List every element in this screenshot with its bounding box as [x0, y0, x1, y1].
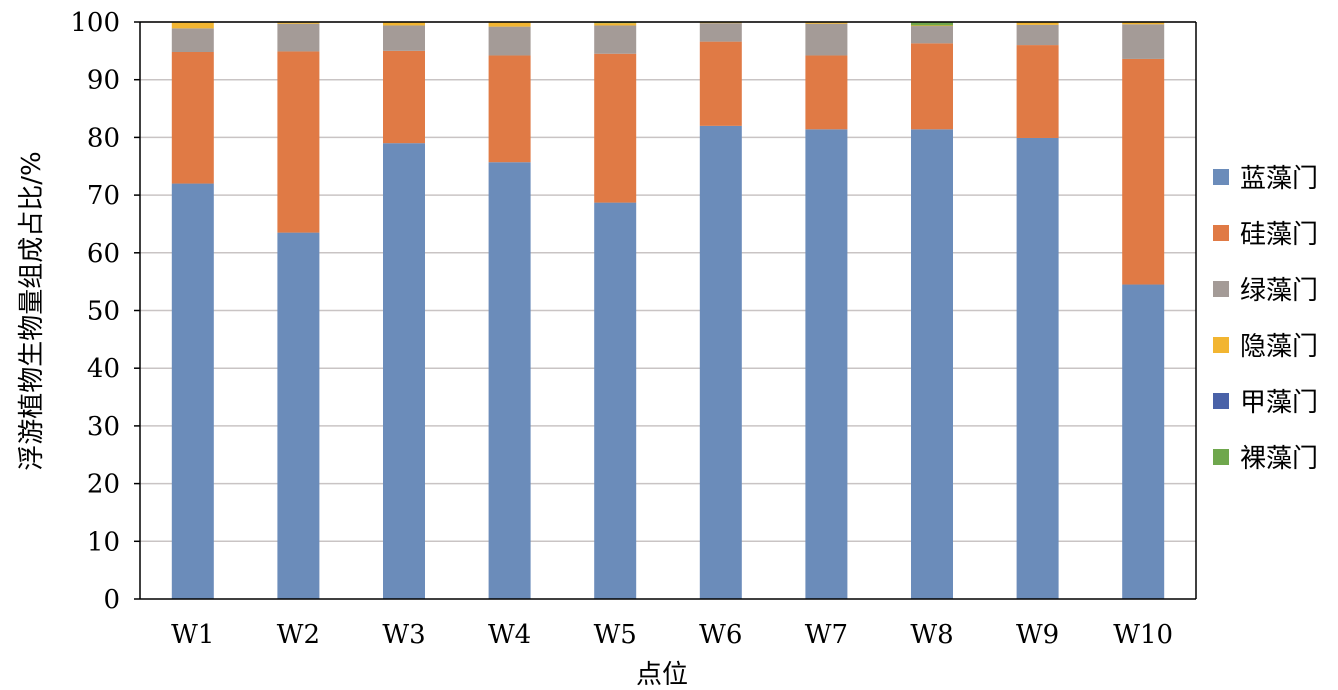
bar-segment: [699, 22, 742, 24]
bar-segment: [488, 162, 531, 599]
bar-segment: [699, 41, 742, 126]
bar-segment: [277, 51, 320, 233]
y-tick-label: 50: [87, 297, 120, 327]
bar-segment: [277, 23, 320, 52]
bar-segment: [911, 26, 953, 44]
x-tick-label: W9: [1016, 620, 1059, 650]
bar-segment: [171, 52, 214, 184]
bar-segment: [488, 55, 531, 163]
bar-segment: [911, 22, 953, 26]
bar-segment: [805, 23, 848, 56]
x-tick-label: W5: [594, 620, 637, 650]
bar-segment: [488, 22, 531, 27]
x-axis-title: 点位: [636, 660, 688, 690]
bar-segment: [594, 23, 637, 26]
y-tick-label: 0: [103, 585, 120, 615]
bar-segment: [171, 183, 214, 599]
bar-segment: [383, 25, 425, 51]
legend-label: 硅藻门: [1240, 220, 1318, 250]
legend-swatch: [1213, 281, 1229, 297]
bar-segment: [171, 22, 214, 29]
bar-segment: [1122, 284, 1165, 599]
bars: [171, 22, 1165, 600]
bar-segment: [383, 50, 425, 144]
x-tick-label: W1: [171, 620, 214, 650]
x-tick-label: W8: [910, 620, 953, 650]
legend-label: 绿藻门: [1240, 276, 1318, 306]
bar-segment: [911, 43, 953, 130]
bar-segment: [1122, 58, 1165, 285]
bar-segment: [383, 143, 425, 600]
bar-segment: [277, 232, 320, 600]
bar-segment: [911, 25, 953, 27]
legend-swatch: [1213, 169, 1229, 185]
x-tick-label: W6: [699, 620, 742, 650]
x-tick-label: W7: [805, 620, 848, 650]
bar-segment: [594, 202, 637, 599]
bar-segment: [488, 26, 531, 56]
y-tick-label: 70: [87, 181, 120, 211]
legend-label: 裸藻门: [1240, 444, 1318, 474]
y-tick-label: 80: [87, 123, 120, 153]
y-tick-label: 40: [87, 354, 120, 384]
y-tick-label: 90: [87, 66, 120, 96]
legend-swatch: [1213, 337, 1229, 353]
bar-segment: [1016, 45, 1059, 138]
bar-segment: [383, 22, 425, 26]
bar-segment: [699, 23, 742, 42]
legend-label: 甲藻门: [1240, 388, 1318, 418]
x-tick-labels: W1 W2 W3 W4 W5 W6 W7 W8 W9 W10: [171, 620, 1173, 650]
y-tick-label: 10: [87, 527, 120, 557]
legend-swatch: [1213, 393, 1229, 409]
bar-segment: [171, 28, 214, 53]
bar-segment: [1122, 24, 1165, 59]
legend-swatch: [1213, 225, 1229, 241]
bar-segment: [1016, 137, 1059, 600]
y-tick-label: 20: [87, 470, 120, 500]
bar-segment: [1016, 22, 1059, 25]
y-tick-labels: 0 10 20 30 40 50 60 70 80 90 100: [70, 8, 140, 615]
y-tick-label: 60: [87, 239, 120, 269]
bar-segment: [594, 53, 637, 203]
bar-segment: [1016, 24, 1059, 46]
x-tick-label: W4: [488, 620, 531, 650]
y-axis-title: 浮游植物生物量组成占比/%: [17, 151, 47, 470]
bar-segment: [699, 125, 742, 600]
bar-segment: [277, 22, 320, 24]
legend-label: 蓝藻门: [1240, 164, 1318, 194]
bar-segment: [911, 129, 953, 599]
bar-segment: [805, 55, 848, 130]
bar-segment: [805, 22, 848, 24]
bar-segment: [1122, 22, 1165, 25]
x-tick-label: W10: [1113, 620, 1173, 650]
y-tick-label: 30: [87, 412, 120, 442]
y-tick-label: 100: [70, 8, 120, 38]
bar-segment: [805, 129, 848, 599]
axes: [139, 21, 1197, 600]
x-tick-label: W2: [277, 620, 320, 650]
legend-swatch: [1213, 449, 1229, 465]
x-tick-label: W3: [382, 620, 425, 650]
bar-segment: [594, 25, 637, 54]
legend-label: 隐藻门: [1240, 332, 1318, 362]
